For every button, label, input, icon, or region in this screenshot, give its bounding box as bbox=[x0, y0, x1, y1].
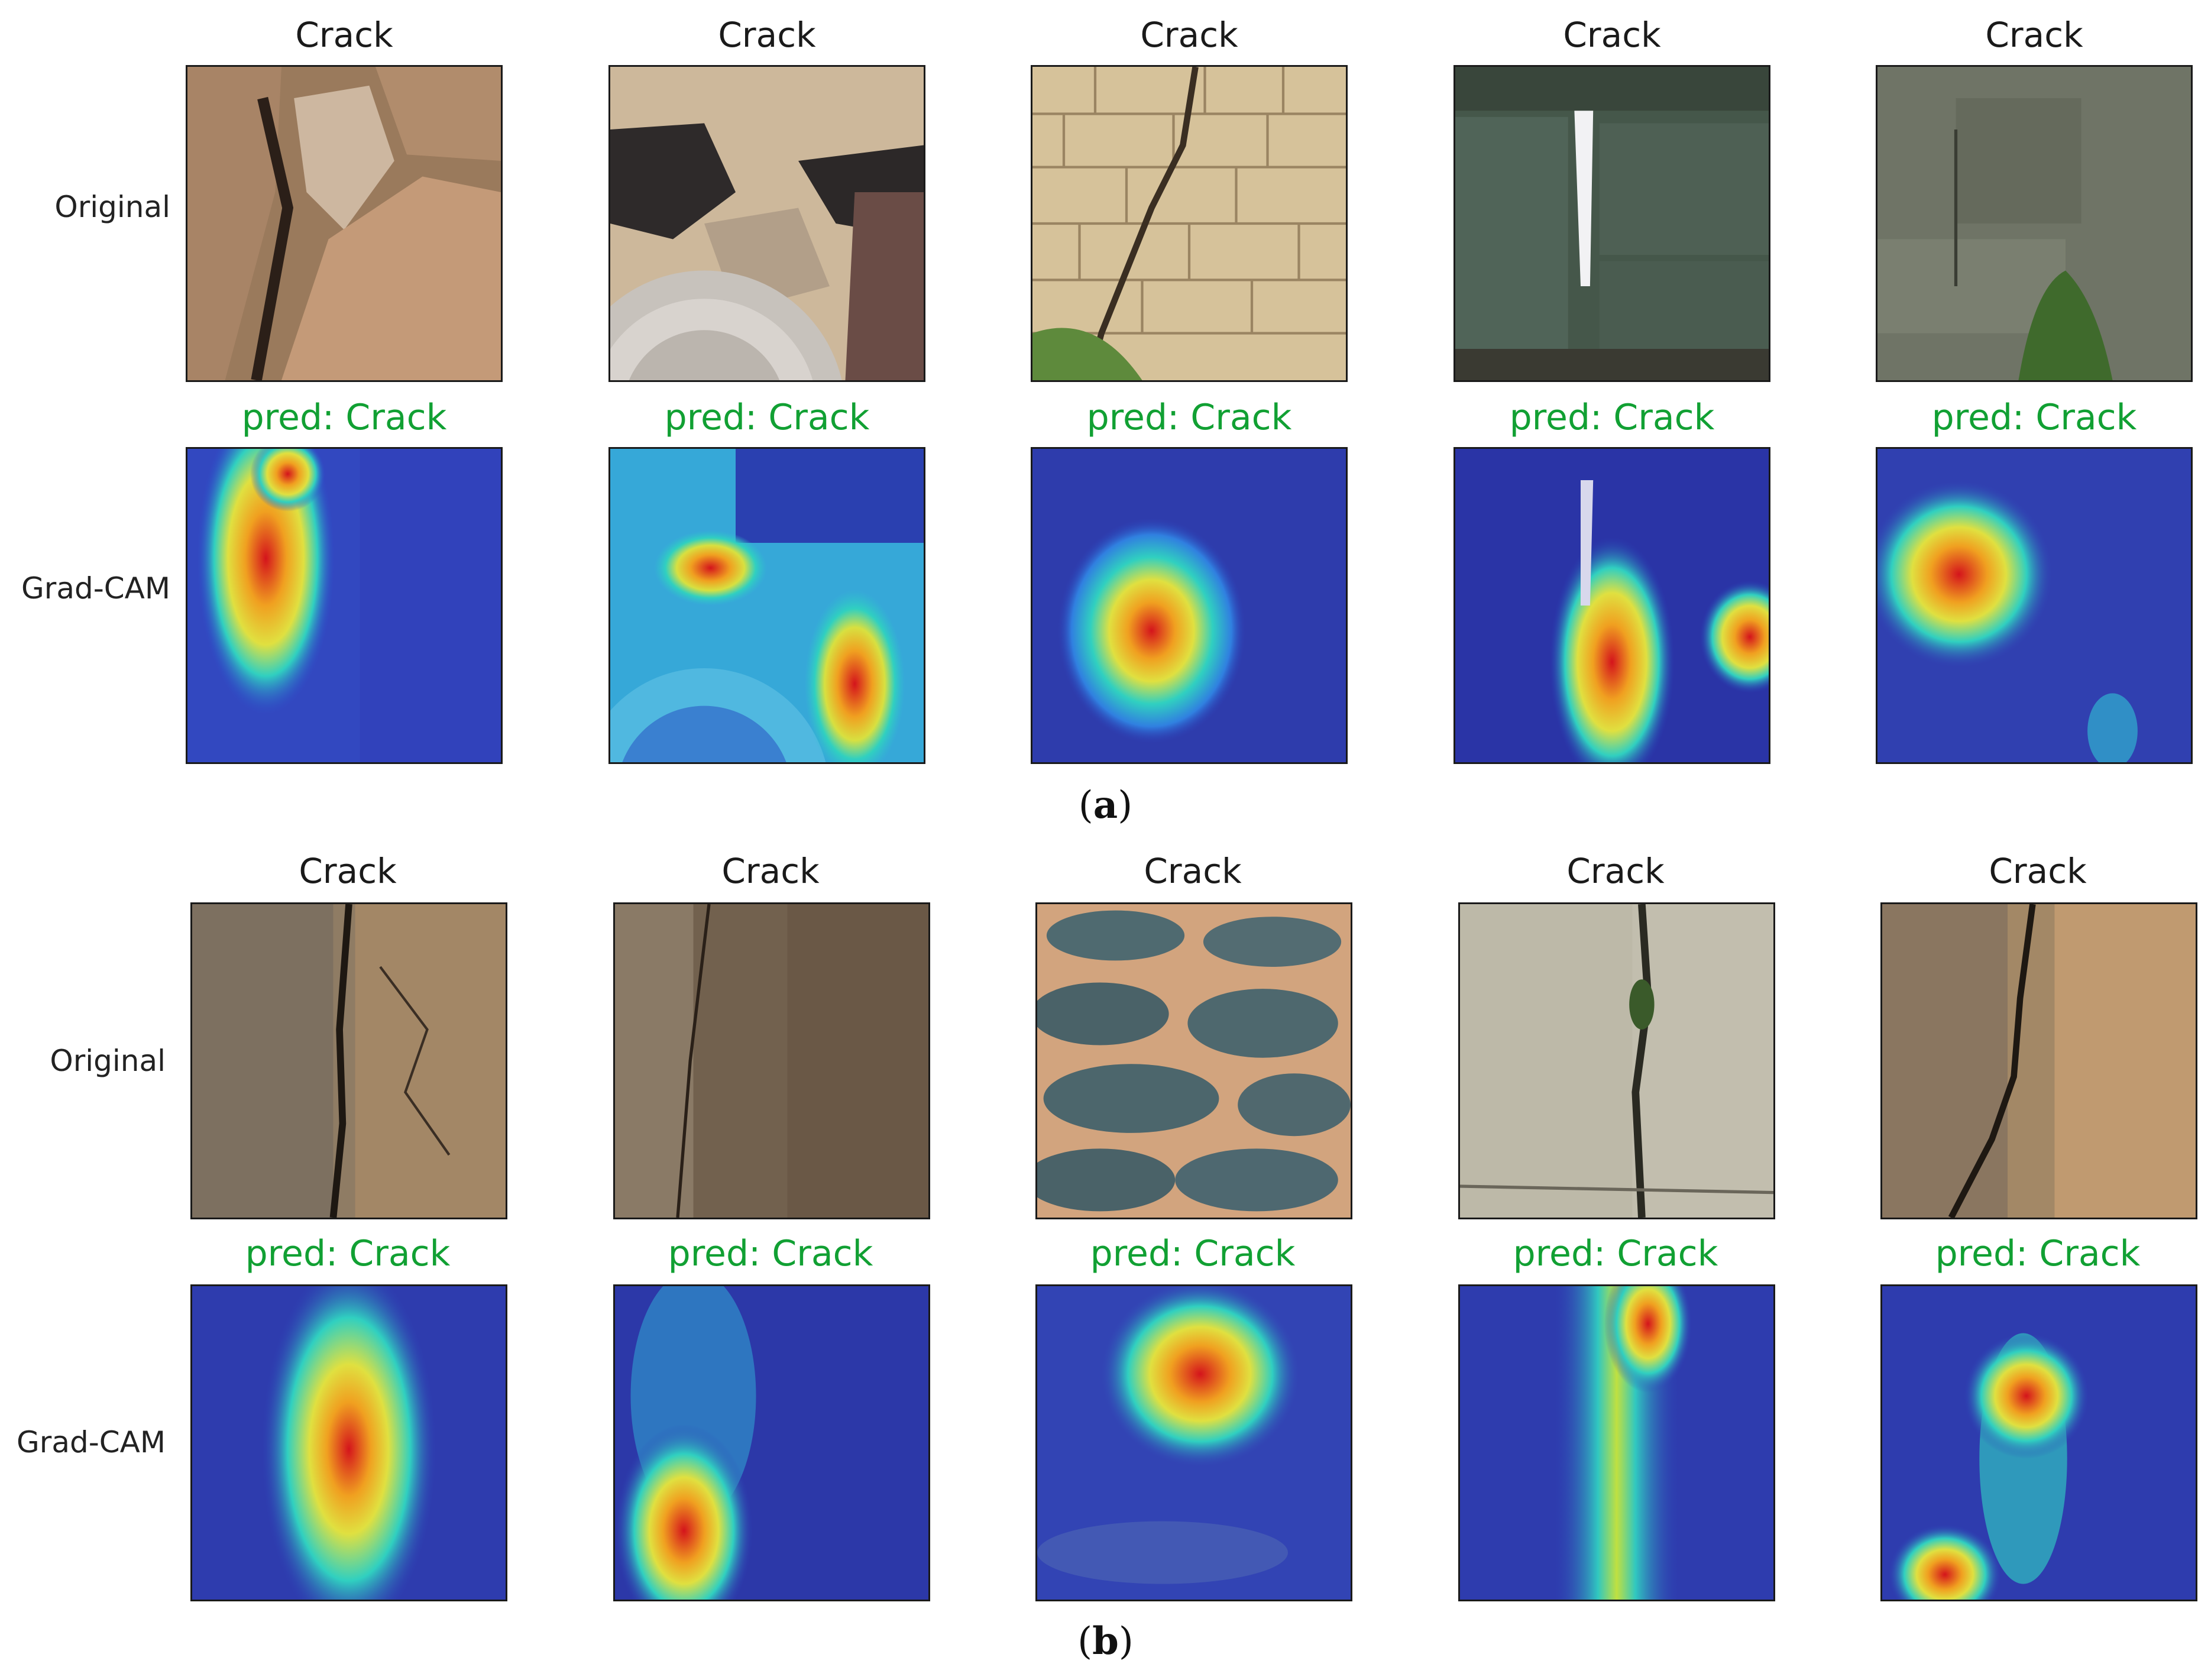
column-title: Crack bbox=[718, 15, 816, 55]
prediction-label: pred: Crack bbox=[245, 1233, 451, 1274]
gradcam-heatmap bbox=[190, 1284, 507, 1601]
prediction-label: pred: Crack bbox=[241, 397, 447, 438]
panel-b: Crack Crack Crack Crack Crack Original G… bbox=[0, 836, 2211, 1664]
prediction-label: pred: Crack bbox=[668, 1233, 873, 1274]
prediction-label: pred: Crack bbox=[664, 397, 870, 438]
column-title: Crack bbox=[1144, 851, 1242, 891]
column-title: Crack bbox=[1566, 851, 1665, 891]
original-image bbox=[608, 65, 925, 382]
gradcam-heatmap bbox=[1035, 1284, 1352, 1601]
gradcam-heatmap bbox=[1031, 447, 1348, 764]
gradcam-heatmap bbox=[1458, 1284, 1775, 1601]
column-title: Crack bbox=[295, 15, 393, 55]
original-image bbox=[613, 902, 930, 1219]
row-label-gradcam: Grad-CAM bbox=[21, 571, 170, 606]
column-title: Crack bbox=[721, 851, 820, 891]
row-label-original: Original bbox=[50, 1044, 166, 1078]
column-title: Crack bbox=[299, 851, 397, 891]
column-title: Crack bbox=[1989, 851, 2087, 891]
prediction-label: pred: Crack bbox=[1090, 1233, 1296, 1274]
original-image bbox=[190, 902, 507, 1219]
column-title: Crack bbox=[1140, 15, 1238, 55]
gradcam-heatmap bbox=[1876, 447, 2193, 764]
row-label-gradcam: Grad-CAM bbox=[17, 1425, 166, 1459]
gradcam-heatmap bbox=[608, 447, 925, 764]
gradcam-heatmap bbox=[613, 1284, 930, 1601]
original-image bbox=[1876, 65, 2193, 382]
prediction-label: pred: Crack bbox=[1509, 397, 1715, 438]
original-image bbox=[1454, 65, 1770, 382]
column-title: Crack bbox=[1985, 15, 2083, 55]
original-image bbox=[1458, 902, 1775, 1219]
original-image bbox=[1031, 65, 1348, 382]
panel-caption-b: (b) bbox=[1077, 1619, 1134, 1663]
prediction-label: pred: Crack bbox=[1935, 1233, 2141, 1274]
original-image bbox=[1880, 902, 2197, 1219]
gradcam-heatmap bbox=[186, 447, 503, 764]
prediction-label: pred: Crack bbox=[1931, 397, 2137, 438]
column-title: Crack bbox=[1563, 15, 1661, 55]
original-image bbox=[1035, 902, 1352, 1219]
gradcam-heatmap bbox=[1880, 1284, 2197, 1601]
original-image bbox=[186, 65, 503, 382]
prediction-label: pred: Crack bbox=[1513, 1233, 1718, 1274]
gradcam-heatmap bbox=[1454, 447, 1770, 764]
panel-a: Crack Crack Crack Crack Crack Original G… bbox=[0, 0, 2211, 828]
row-label-original: Original bbox=[54, 190, 170, 224]
prediction-label: pred: Crack bbox=[1086, 397, 1292, 438]
panel-caption-a: (a) bbox=[1078, 783, 1133, 827]
